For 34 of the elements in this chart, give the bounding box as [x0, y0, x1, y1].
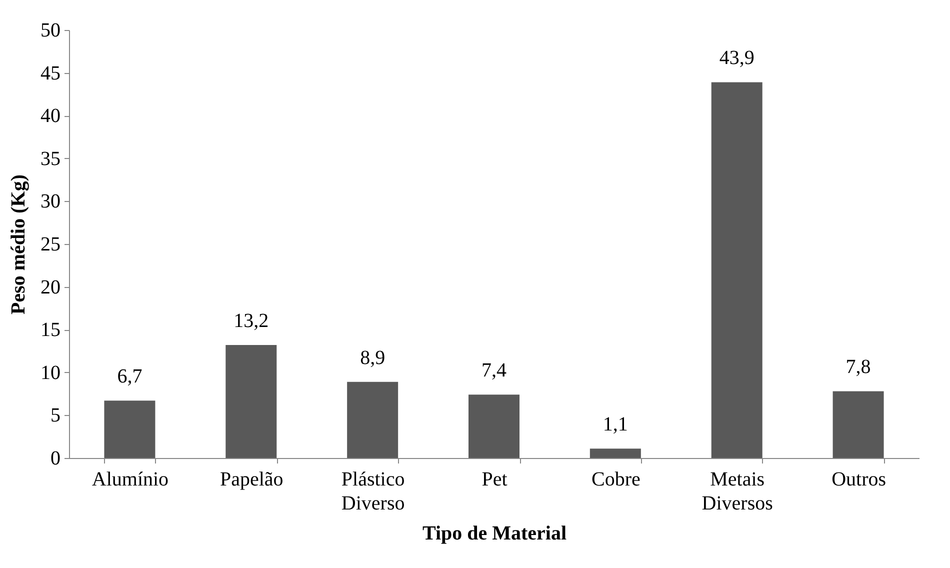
x-axis-title: Tipo de Material: [422, 522, 567, 544]
bar: [711, 82, 762, 458]
data-label: 7,4: [482, 360, 506, 382]
data-label: 1,1: [602, 414, 628, 436]
x-tick-label: Outros: [832, 468, 886, 490]
x-tick-label: Alumínio: [92, 468, 169, 490]
y-axis-title: Peso médio (Kg): [8, 174, 30, 314]
y-tick-label: 10: [40, 362, 60, 384]
y-tick-label: 25: [40, 234, 60, 256]
data-label: 8,9: [360, 346, 386, 369]
data-label: 43,9: [719, 47, 754, 70]
bar: [832, 391, 884, 458]
x-tick-label: Papelão: [220, 468, 284, 490]
data-label: 13,2: [234, 310, 269, 332]
y-tick-label: 15: [40, 319, 60, 342]
y-tick-label: 50: [40, 20, 60, 42]
data-label: 6,7: [117, 366, 142, 388]
bar: [347, 382, 398, 458]
y-tick-label: 30: [40, 190, 60, 213]
data-label: 7,8: [846, 356, 871, 378]
bar: [104, 400, 156, 458]
bar: [226, 345, 277, 458]
y-tick-label: 0: [50, 448, 60, 470]
bar: [468, 394, 520, 458]
y-tick-label: 40: [40, 105, 60, 128]
x-tick-label: Metais Diversos: [702, 468, 774, 514]
x-tick-label: Cobre: [591, 468, 640, 490]
x-tick-label: Plástico Diverso: [341, 468, 405, 514]
x-tick-label: Pet: [482, 468, 508, 490]
y-tick-label: 5: [50, 404, 60, 427]
bar: [590, 448, 641, 458]
y-tick-label: 45: [40, 62, 60, 84]
y-tick-label: 20: [40, 276, 60, 298]
y-tick-label: 35: [40, 148, 60, 170]
